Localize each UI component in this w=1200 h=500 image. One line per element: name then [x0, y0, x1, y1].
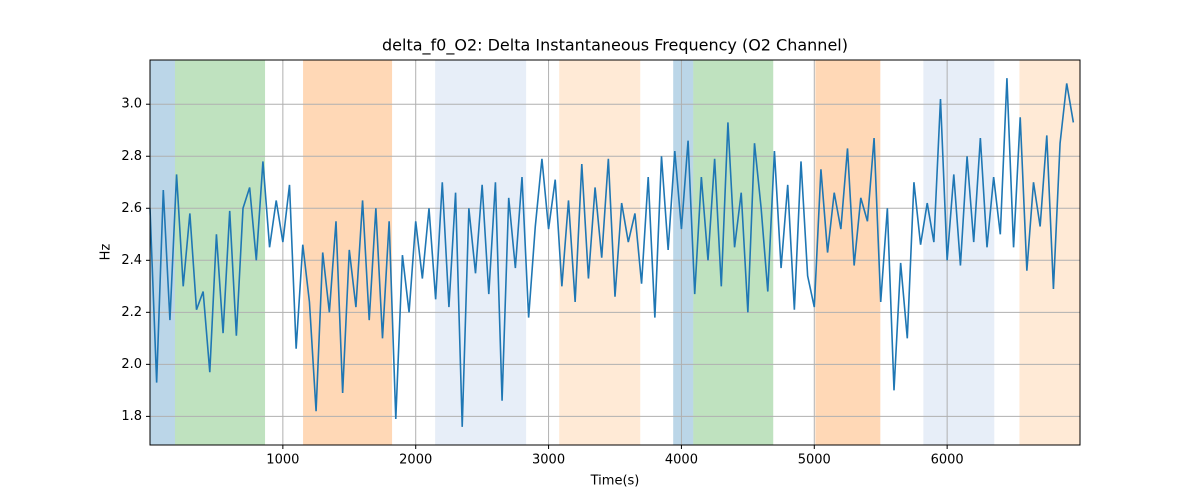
- plot-frame: [149, 59, 1081, 446]
- y-axis-label: Hz: [99, 244, 114, 261]
- shaded-span: [673, 60, 694, 445]
- y-tick-label: 2.8: [121, 149, 142, 164]
- chart-title: delta_f0_O2: Delta Instantaneous Frequen…: [382, 36, 848, 56]
- shaded-span: [693, 60, 774, 445]
- x-tick-label: 1000: [266, 453, 299, 468]
- y-tick-label: 2.4: [121, 253, 142, 268]
- x-tick-label: 6000: [931, 453, 964, 468]
- x-tick-label: 3000: [532, 453, 565, 468]
- shaded-span: [815, 60, 881, 445]
- shaded-span: [150, 60, 175, 445]
- x-tick-label: 2000: [399, 453, 432, 468]
- shaded-span: [435, 60, 527, 445]
- x-axis-label: Time(s): [590, 474, 640, 489]
- shaded-span: [1019, 60, 1080, 445]
- y-tick-label: 2.2: [121, 305, 142, 320]
- data-line: [149, 78, 1075, 427]
- x-tick-label: 5000: [798, 453, 831, 468]
- shaded-span: [174, 60, 266, 445]
- y-tick-label: 2.6: [121, 201, 142, 216]
- y-tick-label: 1.8: [121, 409, 142, 424]
- x-tick-label: 4000: [665, 453, 698, 468]
- shaded-span: [559, 60, 641, 445]
- y-tick-label: 2.0: [121, 357, 142, 372]
- y-tick-label: 3.0: [121, 97, 142, 112]
